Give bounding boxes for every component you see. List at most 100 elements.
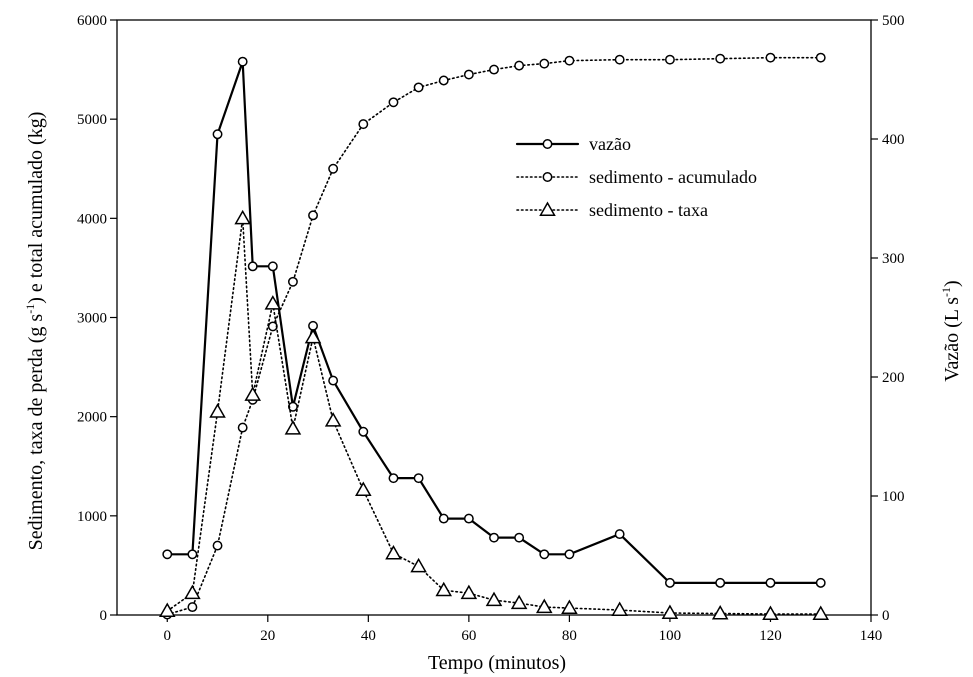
data-point xyxy=(187,549,198,560)
data-point xyxy=(765,577,776,588)
legend: vazão sedimento - acumulado sedimento - ta… xyxy=(515,134,757,220)
data-point xyxy=(212,129,223,140)
data-point xyxy=(564,549,575,560)
x-tick-label: 20 xyxy=(260,628,275,644)
data-point xyxy=(328,375,339,386)
data-point xyxy=(514,532,525,543)
y-left-tick-label: 0 xyxy=(100,608,108,624)
data-point xyxy=(308,210,318,221)
data-point xyxy=(435,581,453,597)
legend-marker xyxy=(542,172,553,182)
data-point xyxy=(358,426,369,437)
data-point xyxy=(267,261,278,272)
data-point xyxy=(664,54,675,65)
data-point xyxy=(715,53,726,64)
y-right-tick-label: 200 xyxy=(882,370,905,386)
series-line xyxy=(166,218,822,615)
data-point xyxy=(385,545,402,560)
y-right-tick-label: 300 xyxy=(882,251,905,267)
data-point xyxy=(539,549,550,560)
data-point xyxy=(561,599,578,615)
data-point xyxy=(284,420,302,435)
data-point xyxy=(212,540,223,551)
legend-label: vazão xyxy=(589,134,631,154)
data-point xyxy=(247,261,258,272)
data-point xyxy=(162,549,173,560)
data-point xyxy=(244,386,262,401)
legend-marker xyxy=(542,139,553,149)
data-point xyxy=(510,594,528,610)
data-point xyxy=(715,577,726,588)
y-left-tick-label: 3000 xyxy=(77,311,107,327)
y-left-title-main: Sedimento, taxa de perda (g s xyxy=(25,314,47,551)
data-point xyxy=(237,422,248,433)
y-left-tick-label: 4000 xyxy=(77,211,107,227)
data-point xyxy=(535,598,553,614)
y-left-title-rest: ) e total acumulado (kg) xyxy=(25,112,47,304)
data-point xyxy=(762,605,779,621)
data-point xyxy=(812,605,830,621)
data-point xyxy=(410,557,427,573)
plot-frame xyxy=(116,19,872,616)
data-point xyxy=(661,604,679,620)
data-point xyxy=(413,82,424,93)
y-left-tick-label: 2000 xyxy=(77,410,107,426)
series-line xyxy=(166,61,822,584)
data-point xyxy=(664,577,675,588)
x-tick-label: 120 xyxy=(759,628,782,644)
data-point xyxy=(438,513,449,524)
data-point xyxy=(308,320,318,331)
series-layer xyxy=(158,52,830,621)
y-left-tick-label: 6000 xyxy=(77,13,107,29)
data-point xyxy=(388,473,399,484)
data-point xyxy=(355,481,372,497)
y-left-axis-title: Sedimento, taxa de perda (g s-1) e total… xyxy=(23,112,47,551)
data-point xyxy=(287,276,298,287)
y-right-title-rest: ) xyxy=(941,280,963,287)
data-point xyxy=(765,52,776,63)
x-tick-label: 0 xyxy=(164,628,172,644)
series-0 xyxy=(162,56,826,588)
x-tick-label: 100 xyxy=(659,628,682,644)
data-point xyxy=(614,54,625,65)
y-right-tick-label: 500 xyxy=(882,13,905,29)
y-right-tick-label: 400 xyxy=(882,132,905,148)
data-point xyxy=(463,513,474,524)
data-point xyxy=(234,209,251,225)
legend-marker xyxy=(539,201,556,216)
data-point xyxy=(158,602,176,618)
legend-label: sedimento - acumulado xyxy=(589,167,757,187)
x-tick-label: 140 xyxy=(860,628,883,644)
y-right-tick-label: 0 xyxy=(882,608,890,624)
data-point xyxy=(485,591,503,607)
data-point xyxy=(489,532,499,543)
series-line xyxy=(166,56,822,616)
data-point xyxy=(209,403,226,418)
legend-label: sedimento - taxa xyxy=(589,200,708,220)
data-point xyxy=(614,529,625,540)
data-point xyxy=(514,60,525,71)
x-tick-label: 60 xyxy=(461,628,476,644)
data-point xyxy=(304,328,322,344)
data-point xyxy=(711,605,729,620)
y-left-tick-label: 5000 xyxy=(77,112,107,128)
data-point xyxy=(815,577,826,588)
y-right-title-main: Vazão (L s xyxy=(941,297,963,382)
data-point xyxy=(324,412,342,427)
data-point xyxy=(611,601,628,617)
y-right-axis-title: Vazão (L s-1) xyxy=(939,280,963,381)
y-right-title-sup: -1 xyxy=(939,287,953,297)
data-point xyxy=(463,69,474,80)
data-point xyxy=(184,584,201,600)
x-tick-label: 40 xyxy=(361,628,376,644)
data-point xyxy=(815,52,826,63)
data-point xyxy=(328,163,339,174)
y-left-tick-label: 1000 xyxy=(77,509,107,525)
y-left-title-sup: -1 xyxy=(23,304,37,314)
data-point xyxy=(489,64,499,75)
data-point xyxy=(237,56,248,67)
series-2 xyxy=(158,209,830,621)
x-tick-label: 80 xyxy=(562,628,577,644)
data-point xyxy=(460,584,478,600)
